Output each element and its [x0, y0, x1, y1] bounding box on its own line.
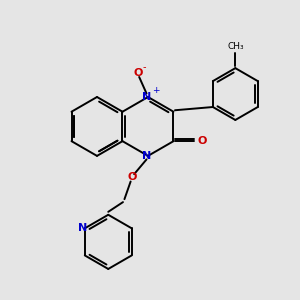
- Text: N: N: [142, 92, 151, 102]
- Text: O: O: [127, 172, 136, 182]
- Text: -: -: [142, 62, 146, 72]
- Text: O: O: [197, 136, 207, 146]
- Text: O: O: [133, 68, 142, 78]
- Text: +: +: [152, 86, 160, 95]
- Text: N: N: [142, 151, 151, 161]
- Text: CH₃: CH₃: [227, 42, 244, 51]
- Text: N: N: [78, 223, 87, 233]
